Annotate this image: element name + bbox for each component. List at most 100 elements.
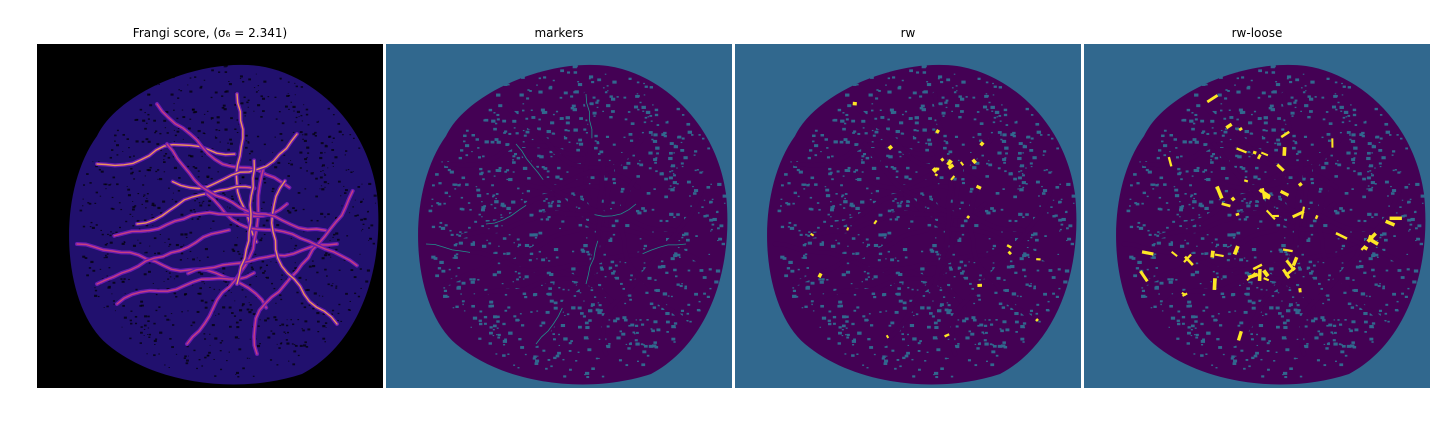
- texture-speck: [116, 154, 119, 156]
- texture-speck: [545, 257, 548, 259]
- texture-speck: [1354, 328, 1359, 332]
- texture-speck: [871, 129, 874, 132]
- texture-speck: [951, 87, 954, 89]
- texture-speck: [217, 313, 220, 315]
- texture-speck: [974, 343, 977, 345]
- texture-speck: [703, 199, 706, 201]
- texture-speck: [686, 122, 691, 126]
- texture-speck: [552, 113, 555, 116]
- texture-speck: [504, 293, 508, 296]
- texture-speck: [958, 115, 962, 119]
- texture-speck: [1310, 181, 1315, 185]
- texture-speck: [194, 211, 197, 213]
- texture-speck: [1388, 205, 1391, 207]
- texture-speck: [643, 121, 647, 124]
- texture-speck: [494, 122, 498, 125]
- texture-speck: [973, 302, 976, 305]
- texture-speck: [920, 272, 923, 275]
- texture-speck: [553, 306, 558, 310]
- texture-speck: [202, 132, 205, 134]
- vessel-body: [967, 178, 1038, 327]
- texture-speck: [255, 276, 257, 277]
- texture-speck: [1151, 243, 1156, 247]
- texture-speck: [598, 338, 601, 340]
- texture-speck: [1371, 268, 1375, 272]
- texture-speck: [352, 206, 354, 208]
- texture-speck: [691, 134, 694, 136]
- texture-speck: [157, 206, 161, 210]
- texture-speck: [832, 322, 836, 325]
- texture-speck: [857, 177, 862, 182]
- texture-speck: [1346, 167, 1350, 170]
- texture-speck: [1028, 256, 1030, 258]
- texture-speck: [179, 259, 182, 261]
- texture-speck: [801, 183, 805, 186]
- texture-speck: [516, 156, 521, 160]
- texture-speck: [1014, 271, 1018, 274]
- texture-speck: [996, 276, 1001, 280]
- texture-speck: [513, 315, 517, 318]
- texture-speck: [932, 300, 934, 302]
- texture-speck: [123, 316, 127, 319]
- texture-speck: [721, 242, 725, 246]
- texture-speck: [557, 351, 561, 355]
- texture-speck: [803, 188, 806, 190]
- texture-speck: [1336, 160, 1339, 162]
- texture-speck: [819, 280, 824, 284]
- vessel-body: [1161, 270, 1304, 307]
- texture-speck: [479, 322, 483, 326]
- texture-speck: [671, 170, 674, 172]
- texture-speck: [665, 320, 670, 324]
- texture-speck: [937, 78, 940, 80]
- texture-speck: [209, 286, 211, 288]
- texture-speck: [1397, 171, 1401, 174]
- texture-speck: [307, 152, 310, 154]
- texture-speck: [985, 81, 989, 84]
- texture-speck: [787, 182, 791, 185]
- texture-speck: [892, 110, 897, 114]
- texture-speck: [475, 138, 479, 141]
- texture-speck: [789, 226, 795, 230]
- texture-speck: [500, 214, 503, 216]
- texture-speck: [871, 141, 874, 143]
- texture-speck: [995, 319, 998, 321]
- texture-speck: [573, 128, 578, 132]
- texture-speck: [649, 302, 654, 306]
- texture-speck: [1260, 358, 1263, 361]
- texture-speck: [444, 165, 449, 168]
- texture-speck: [887, 209, 892, 213]
- rw-highlights: [810, 101, 1041, 339]
- texture-speck: [685, 238, 690, 242]
- texture-speck: [1022, 174, 1025, 177]
- texture-speck: [267, 336, 271, 339]
- vessel-ridge: [96, 229, 230, 285]
- texture-speck: [997, 131, 1002, 134]
- vessel-body: [1141, 142, 1284, 168]
- texture-speck: [1302, 91, 1306, 94]
- texture-speck: [177, 189, 181, 192]
- texture-speck: [1150, 257, 1153, 259]
- texture-speck: [221, 340, 224, 342]
- texture-speck: [229, 223, 233, 226]
- texture-speck: [605, 344, 611, 349]
- texture-speck: [214, 137, 218, 139]
- texture-speck: [909, 69, 913, 73]
- texture-speck: [1251, 306, 1256, 310]
- texture-speck: [780, 225, 785, 229]
- texture-speck: [827, 319, 831, 322]
- texture-speck: [850, 225, 852, 227]
- texture-speck: [1288, 289, 1292, 292]
- texture-speck: [1042, 189, 1048, 193]
- texture-speck: [654, 108, 659, 112]
- texture-speck: [321, 257, 325, 260]
- texture-speck: [226, 360, 228, 362]
- texture-speck: [608, 319, 611, 321]
- texture-speck: [549, 299, 554, 303]
- texture-speck: [558, 333, 561, 336]
- texture-speck: [612, 178, 616, 181]
- texture-speck: [111, 196, 114, 199]
- texture-speck: [522, 166, 528, 170]
- texture-speck: [1058, 218, 1063, 222]
- texture-speck: [103, 183, 106, 186]
- texture-speck: [1179, 216, 1181, 218]
